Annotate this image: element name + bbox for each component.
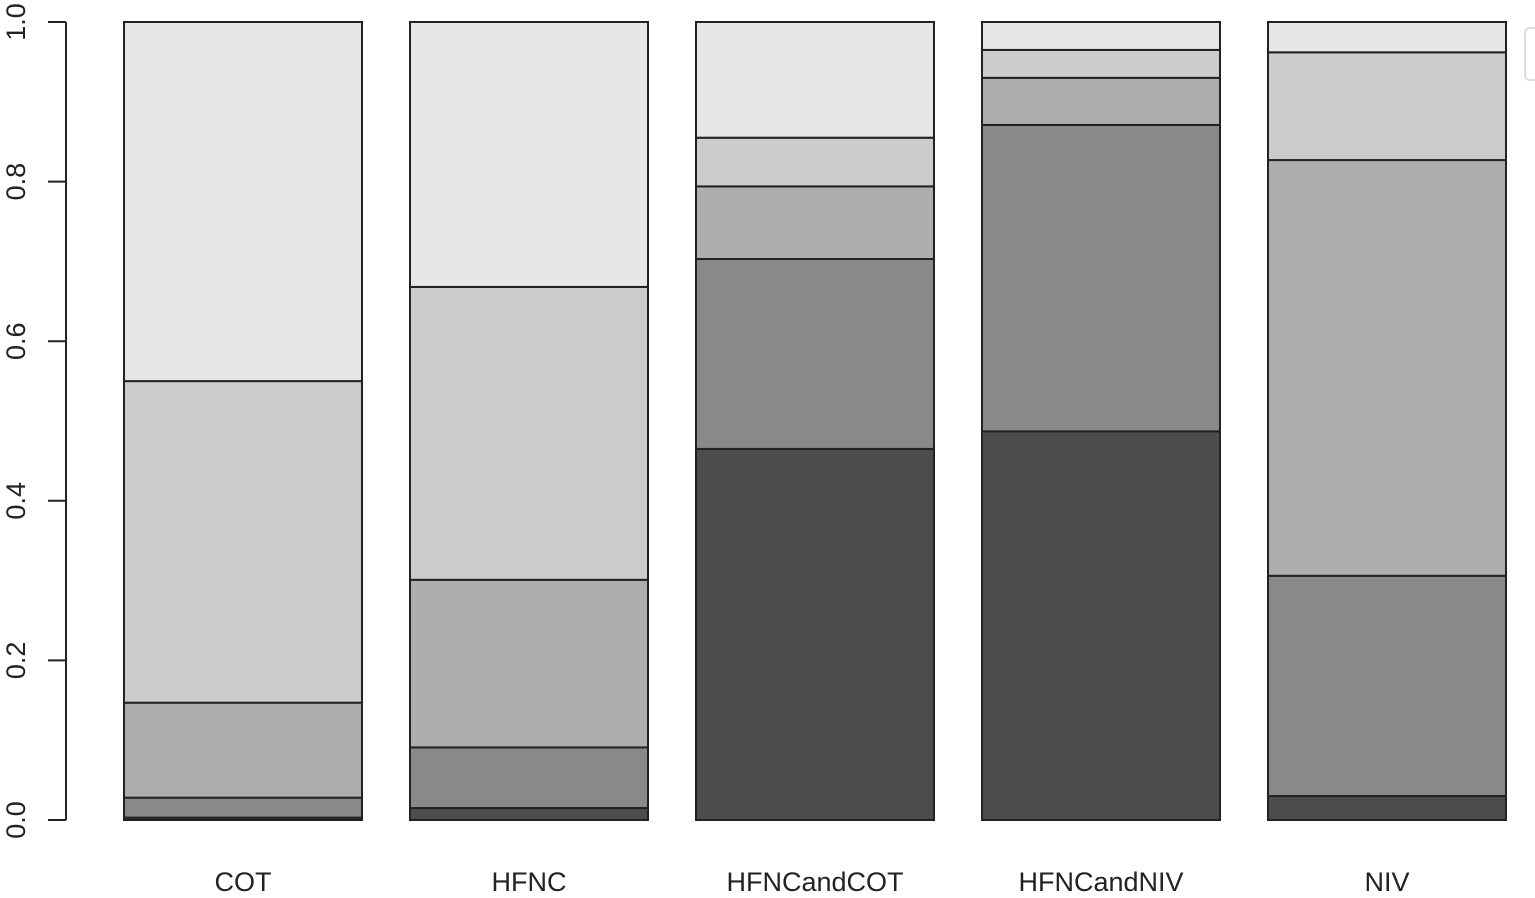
bar-segment (1267, 21, 1507, 54)
bar-segment (695, 258, 935, 450)
bar-segment (695, 136, 935, 188)
x-tick-label: HFNCandCOT (726, 867, 903, 897)
bar-segment (1267, 159, 1507, 577)
bar-segment (409, 578, 649, 749)
bar-segment (409, 21, 649, 288)
x-tick-label: HFNCandNIV (1018, 867, 1183, 897)
x-tick-label: COT (215, 867, 272, 897)
legend-box (1524, 27, 1535, 81)
y-tick-label: 1.0 (1, 3, 31, 41)
y-tick-label: 0.0 (1, 801, 31, 839)
y-tick-label: 0.6 (1, 322, 31, 360)
bar-segment (123, 701, 363, 799)
y-tick-label: 0.8 (1, 163, 31, 201)
bar-segment (1267, 51, 1507, 162)
bar-segment (409, 285, 649, 581)
bar-segment (409, 746, 649, 810)
bar-segment (981, 430, 1221, 821)
bar-segment (695, 447, 935, 821)
x-tick-label: HFNC (492, 867, 567, 897)
bar-segment (409, 807, 649, 822)
bar-segment (981, 21, 1221, 51)
bar-segment (981, 76, 1221, 126)
bar-segment (1267, 574, 1507, 798)
y-tick-label: 0.2 (1, 642, 31, 680)
bar-segment (981, 48, 1221, 79)
bar-segment (123, 21, 363, 383)
bar-segment (123, 380, 363, 704)
bar-segment (695, 185, 935, 261)
bar-segment (981, 123, 1221, 433)
y-tick-label: 0.4 (1, 482, 31, 520)
x-tick-label: NIV (1364, 867, 1409, 897)
bar-segment (123, 796, 363, 819)
bar-segment (695, 21, 935, 139)
bar-segment (1267, 795, 1507, 821)
